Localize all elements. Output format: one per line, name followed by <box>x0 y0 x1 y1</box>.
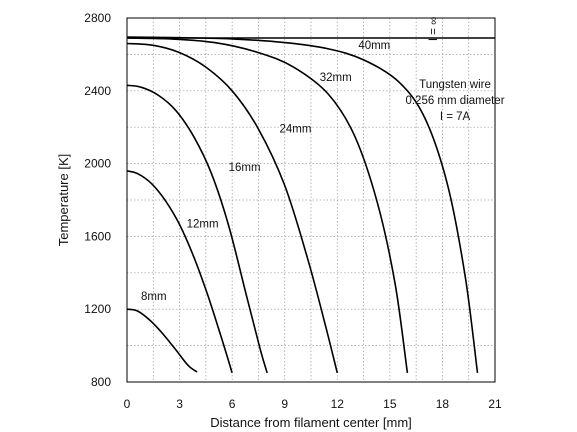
series-line-0 <box>126 308 198 373</box>
x-tick-label: 15 <box>383 397 397 411</box>
series-line-4 <box>126 37 409 374</box>
curve-label-5: 40mm <box>358 40 390 52</box>
x-tick-label: 21 <box>488 397 502 411</box>
y-tick-label: 1200 <box>84 302 111 316</box>
plot-frame <box>126 17 496 383</box>
note-diameter: 0.256 mm diameter <box>405 95 504 107</box>
note-wire: Tungsten wire <box>419 79 491 91</box>
curve-label-1: 12mm <box>187 218 219 230</box>
y-tick-label: 2400 <box>84 84 111 98</box>
tick-labels: 0 3 6 9 12 15 18 21 800 1200 1600 2000 2400 2800 <box>84 11 502 411</box>
y-axis-title: Temperature [K] <box>56 154 71 247</box>
experiment-note: Tungsten wire 0.256 mm diameter I = 7A <box>405 79 504 123</box>
curve-labels: 8mm 12mm 16mm 24mm 32mm 40mm I = ∞ <box>141 17 440 303</box>
series-line-3 <box>126 42 339 374</box>
curves <box>126 36 495 374</box>
x-tick-label: 18 <box>436 397 450 411</box>
x-tick-label: 3 <box>176 397 183 411</box>
x-tick-label: 6 <box>229 397 236 411</box>
curve-label-infinite: I = ∞ <box>428 17 440 42</box>
grid-lines <box>127 18 495 382</box>
y-tick-label: 2000 <box>84 157 111 171</box>
x-tick-label: 12 <box>331 397 345 411</box>
curve-label-0: 8mm <box>141 291 167 303</box>
x-axis-title: Distance from filament center [mm] <box>210 415 412 430</box>
y-tick-label: 2800 <box>84 11 111 25</box>
x-tick-label: 0 <box>124 397 131 411</box>
x-tick-label: 9 <box>281 397 288 411</box>
note-current: I = 7A <box>440 111 471 123</box>
series-line-2 <box>126 84 268 374</box>
series-line-1 <box>126 170 233 374</box>
y-tick-label: 1600 <box>84 229 111 243</box>
curve-label-4: 32mm <box>320 72 352 84</box>
y-tick-label: 800 <box>91 375 111 389</box>
curve-label-3: 24mm <box>279 124 311 136</box>
curve-label-2: 16mm <box>229 162 261 174</box>
